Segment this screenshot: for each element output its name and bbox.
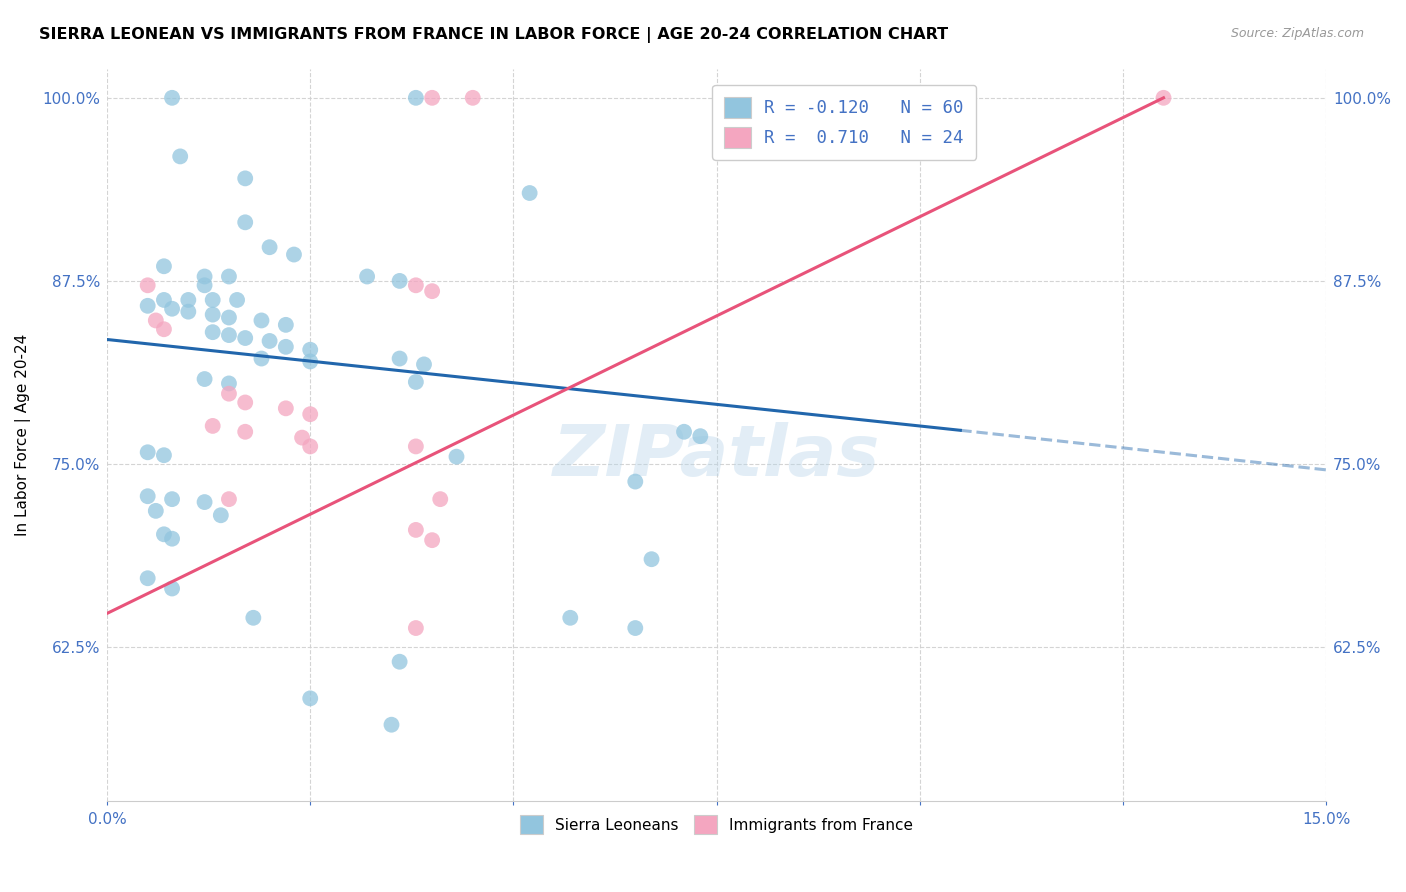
Point [160, 91, 183, 105]
Point [786, 91, 808, 105]
Point [153, 259, 176, 273]
Point [446, 450, 468, 464]
Point [250, 313, 273, 327]
Point [299, 439, 322, 453]
Point [233, 171, 256, 186]
Point [259, 240, 281, 254]
Point [624, 475, 647, 489]
Point [218, 310, 240, 325]
Point [153, 527, 176, 541]
Point [201, 308, 224, 322]
Point [689, 429, 711, 443]
Point [388, 274, 411, 288]
Point [160, 532, 183, 546]
Point [218, 269, 240, 284]
Point [194, 269, 217, 284]
Point [274, 401, 297, 416]
Point [413, 358, 436, 372]
Point [673, 425, 696, 439]
Point [201, 418, 224, 433]
Point [136, 489, 159, 503]
Point [380, 717, 402, 731]
Point [160, 492, 183, 507]
Text: ZIPatlas: ZIPatlas [553, 422, 880, 491]
Point [259, 334, 281, 348]
Point [420, 284, 443, 298]
Point [160, 582, 183, 596]
Point [218, 492, 240, 507]
Point [169, 149, 191, 163]
Point [388, 655, 411, 669]
Point [218, 328, 240, 343]
Point [356, 269, 378, 284]
Point [405, 375, 427, 389]
Point [405, 91, 427, 105]
Point [218, 386, 240, 401]
Point [226, 293, 249, 307]
Point [145, 504, 167, 518]
Point [405, 621, 427, 635]
Point [153, 293, 176, 307]
Point [250, 351, 273, 366]
Point [233, 395, 256, 409]
Point [429, 492, 451, 507]
Point [1153, 91, 1175, 105]
Point [136, 299, 159, 313]
Point [291, 431, 314, 445]
Point [153, 448, 176, 462]
Point [420, 533, 443, 548]
Point [624, 621, 647, 635]
Point [136, 278, 159, 293]
Point [283, 247, 305, 261]
Point [405, 439, 427, 453]
Point [218, 376, 240, 391]
Point [827, 91, 849, 105]
Point [145, 313, 167, 327]
Point [153, 322, 176, 336]
Point [194, 372, 217, 386]
Text: Source: ZipAtlas.com: Source: ZipAtlas.com [1230, 27, 1364, 40]
Point [194, 495, 217, 509]
Point [209, 508, 232, 523]
Point [233, 215, 256, 229]
Point [177, 293, 200, 307]
Point [160, 301, 183, 316]
Point [274, 318, 297, 332]
Point [299, 343, 322, 357]
Point [299, 354, 322, 368]
Point [461, 91, 484, 105]
Point [177, 304, 200, 318]
Point [201, 293, 224, 307]
Legend: Sierra Leoneans, Immigrants from France: Sierra Leoneans, Immigrants from France [509, 805, 924, 845]
Text: SIERRA LEONEAN VS IMMIGRANTS FROM FRANCE IN LABOR FORCE | AGE 20-24 CORRELATION : SIERRA LEONEAN VS IMMIGRANTS FROM FRANCE… [39, 27, 949, 43]
Point [136, 571, 159, 585]
Point [388, 351, 411, 366]
Point [420, 91, 443, 105]
Point [299, 691, 322, 706]
Point [405, 523, 427, 537]
Point [242, 611, 264, 625]
Point [274, 340, 297, 354]
Point [519, 186, 541, 200]
Point [560, 611, 582, 625]
Y-axis label: In Labor Force | Age 20-24: In Labor Force | Age 20-24 [15, 334, 31, 536]
Point [299, 407, 322, 421]
Point [640, 552, 662, 566]
Point [194, 278, 217, 293]
Point [405, 278, 427, 293]
Point [233, 425, 256, 439]
Point [201, 325, 224, 339]
Point [233, 331, 256, 345]
Point [136, 445, 159, 459]
